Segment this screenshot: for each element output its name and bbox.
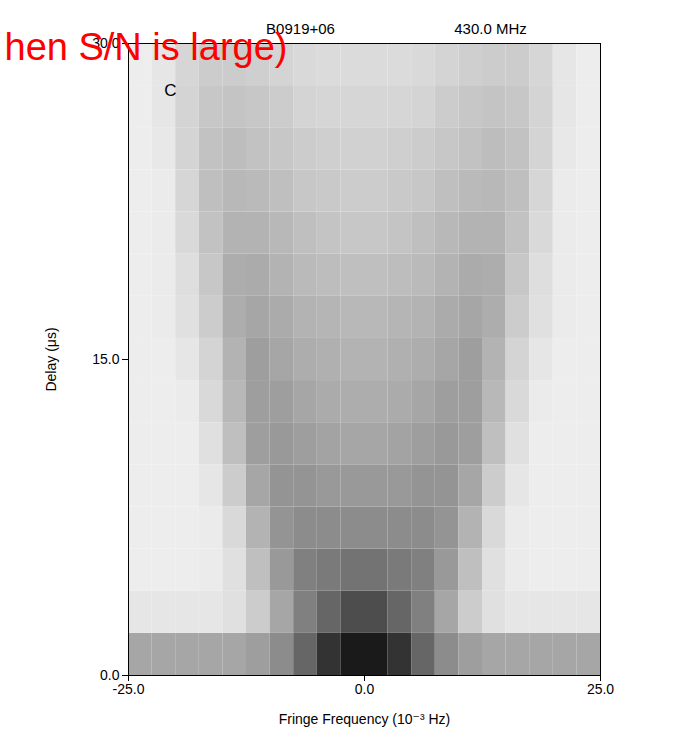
svg-text:Delay (μs): Delay (μs) [43, 327, 59, 391]
svg-text:0.0: 0.0 [100, 667, 120, 683]
svg-text:25.0: 25.0 [587, 681, 614, 697]
svg-text:hen S/N is large): hen S/N is large) [5, 26, 288, 68]
svg-text:Fringe Frequency (10⁻³ Hz): Fringe Frequency (10⁻³ Hz) [279, 711, 451, 727]
svg-text:-25.0: -25.0 [113, 681, 145, 697]
svg-text:0.0: 0.0 [355, 681, 375, 697]
svg-text:15.0: 15.0 [92, 351, 119, 367]
svg-text:430.0 MHz: 430.0 MHz [454, 20, 527, 37]
svg-text:B0919+06: B0919+06 [266, 20, 335, 38]
svg-text:C: C [164, 81, 176, 100]
